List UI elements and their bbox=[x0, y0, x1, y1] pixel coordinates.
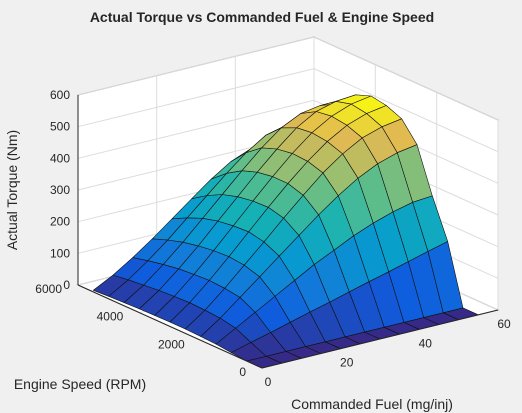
axis-lines bbox=[77, 95, 499, 369]
x-tick-label: 0 bbox=[265, 375, 272, 389]
z-tick-label: 0 bbox=[63, 278, 70, 292]
x-tick-label: 40 bbox=[419, 336, 433, 350]
x-axis-label: Commanded Fuel (mg/inj) bbox=[291, 396, 453, 412]
x-axis-line bbox=[261, 309, 499, 369]
y-tick-label: 0 bbox=[239, 365, 246, 379]
grid-line bbox=[77, 99, 499, 184]
chart-title: Actual Torque vs Commanded Fuel & Engine… bbox=[90, 9, 434, 25]
z-tick-label: 400 bbox=[50, 151, 70, 165]
grid-line bbox=[77, 68, 499, 153]
y-tick-label: 4000 bbox=[97, 310, 124, 324]
grid-line bbox=[77, 36, 499, 121]
x-tick-label: 60 bbox=[497, 317, 511, 331]
z-tick-label: 300 bbox=[50, 183, 70, 197]
surface-plot bbox=[93, 94, 479, 369]
z-tick-label: 200 bbox=[50, 215, 70, 229]
y-axis-line bbox=[77, 284, 263, 369]
y-tick-label: 2000 bbox=[158, 337, 185, 351]
y-axis-label: Engine Speed (RPM) bbox=[14, 376, 146, 392]
z-tick-label: 100 bbox=[50, 246, 70, 260]
z-axis-label: Actual Torque (Nm) bbox=[4, 130, 20, 250]
z-tick-label: 600 bbox=[50, 88, 70, 102]
x-tick-label: 20 bbox=[340, 356, 354, 370]
y-tick-label: 6000 bbox=[35, 282, 62, 296]
z-tick-label: 500 bbox=[50, 120, 70, 134]
